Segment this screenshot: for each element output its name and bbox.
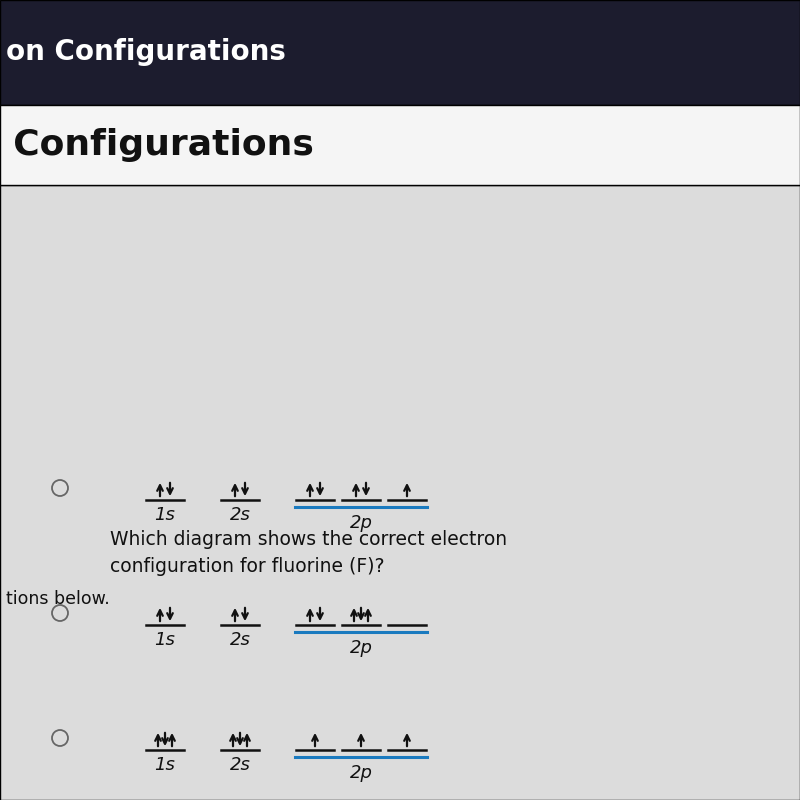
Text: 2s: 2s: [230, 756, 250, 774]
FancyBboxPatch shape: [0, 105, 800, 185]
Text: 2p: 2p: [350, 514, 373, 532]
Text: Which diagram shows the correct electron
configuration for fluorine (F)?: Which diagram shows the correct electron…: [110, 530, 507, 575]
Text: Configurations: Configurations: [6, 128, 314, 162]
Text: 2p: 2p: [350, 639, 373, 657]
Text: 1s: 1s: [154, 631, 175, 649]
FancyBboxPatch shape: [0, 0, 800, 105]
Text: 2s: 2s: [230, 631, 250, 649]
Text: 2s: 2s: [230, 506, 250, 524]
Text: 2p: 2p: [350, 764, 373, 782]
Text: 1s: 1s: [154, 506, 175, 524]
Text: tions below.: tions below.: [6, 590, 110, 608]
FancyBboxPatch shape: [0, 185, 800, 800]
Text: 1s: 1s: [154, 756, 175, 774]
Text: on Configurations: on Configurations: [6, 38, 286, 66]
